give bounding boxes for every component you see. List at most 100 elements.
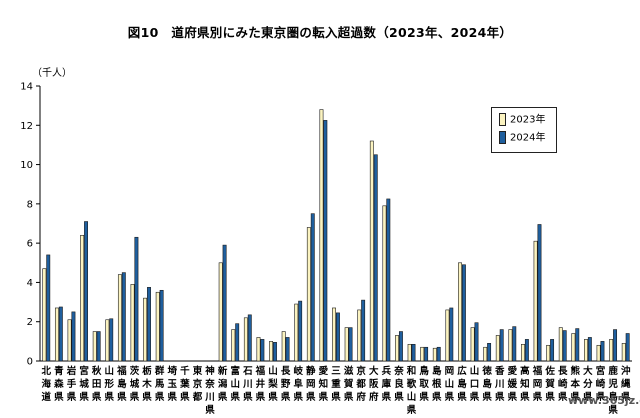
bar-2024 [386, 198, 391, 362]
x-tick-label: 石川県 [242, 366, 253, 403]
legend-swatch-2023 [499, 113, 506, 126]
x-tick-label: 香川県 [494, 365, 505, 403]
x-tick-label: 長野県 [281, 366, 291, 403]
bar-2024 [298, 300, 303, 362]
x-tick-label: 栃木県 [141, 365, 152, 403]
legend-label-2023: 2023年 [510, 114, 546, 126]
legend-item-2024: 2024年 [499, 131, 545, 145]
bar-2023 [218, 262, 223, 362]
x-tick-label: 奈良県 [393, 365, 404, 403]
bar-2023 [281, 331, 286, 362]
x-tick-label: 福井県 [255, 365, 266, 403]
y-tick-label: 2 [27, 317, 33, 328]
bar-2024 [96, 331, 101, 362]
bar-2023 [521, 343, 525, 362]
bar-2023 [67, 319, 72, 362]
bar-2023 [584, 339, 588, 362]
x-tick-label: 富山県 [230, 365, 240, 403]
bar-2023 [269, 341, 274, 362]
x-tick-label: 千葉県 [179, 365, 190, 403]
bar-2023 [571, 333, 576, 362]
bar-2024 [348, 327, 353, 362]
y-tick-label: 0 [27, 357, 33, 368]
bar-2024 [613, 329, 618, 362]
bar-2023 [546, 344, 551, 362]
bar-2023 [357, 309, 362, 362]
bar-2024 [424, 346, 429, 362]
bar-2023 [458, 262, 462, 362]
bar-2023 [143, 297, 148, 362]
bar-2024 [335, 312, 340, 362]
x-tick-label: 鹿児島県 [607, 365, 618, 416]
x-tick-label: 神奈川県 [204, 365, 215, 416]
bar-2024 [575, 328, 580, 362]
bar-2024 [361, 299, 366, 362]
x-tick-label: 山口県 [470, 365, 480, 403]
bar-2024 [524, 339, 529, 362]
bar-2023 [369, 140, 374, 362]
x-tick-label: 京都府 [355, 365, 366, 403]
bar-2024 [222, 244, 227, 362]
y-tick-label: 14 [20, 82, 33, 93]
bar-2023 [105, 319, 110, 362]
x-tick-label: 愛媛県 [507, 365, 518, 403]
bar-2024 [562, 330, 567, 362]
bar-2023 [533, 240, 538, 362]
bar-2023 [420, 346, 425, 362]
bar-2024 [373, 154, 378, 362]
bar-2023 [155, 291, 160, 362]
bar-2024 [323, 120, 328, 362]
x-tick-label: 岩手県 [66, 365, 77, 403]
bar-2023 [80, 234, 85, 362]
x-tick-label: 広島県 [457, 365, 467, 403]
bar-2023 [256, 337, 261, 362]
bar-2024 [587, 337, 592, 362]
x-tick-label: 山梨県 [267, 365, 278, 403]
bar-2023 [609, 339, 614, 362]
x-tick-label: 新潟県 [218, 365, 228, 403]
bar-2023 [344, 327, 349, 362]
bar-2024 [310, 213, 315, 362]
x-tick-label: 宮崎県 [596, 365, 606, 403]
bar-2024 [398, 331, 403, 362]
x-tick-label: 茨城県 [130, 365, 140, 403]
bar-2023 [332, 307, 336, 362]
x-tick-label: 和歌山県 [406, 365, 417, 416]
x-tick-label: 秋田県 [91, 365, 102, 403]
y-axis-unit-label: （千人） [32, 68, 72, 79]
chart-title: 図10 道府県別にみた東京圏の転入超過数（2023年、2024年） [127, 25, 513, 40]
bar-2024 [247, 314, 252, 362]
bar-2024 [109, 318, 114, 362]
bar-2024 [147, 287, 151, 362]
y-tick-label: 10 [20, 160, 33, 171]
y-tick-label: 12 [20, 121, 33, 132]
bar-2024 [550, 339, 555, 362]
bar-2024 [474, 322, 479, 362]
x-tick-label: 愛知県 [318, 365, 329, 403]
legend-swatch-2024 [499, 131, 506, 144]
x-tick-label: 高知県 [519, 365, 530, 403]
bar-2024 [46, 254, 51, 362]
bar-2024 [71, 311, 76, 362]
bar-2023 [558, 327, 563, 362]
x-tick-label: 熊本県 [571, 365, 581, 403]
bar-2023 [495, 335, 500, 362]
y-tick-label: 4 [27, 278, 33, 289]
x-tick-label: 兵庫県 [382, 365, 392, 403]
bar-2023 [407, 343, 412, 362]
bar-2023 [54, 307, 59, 362]
bar-2023 [306, 227, 311, 362]
bar-2023 [395, 335, 399, 362]
x-tick-label: 埼玉県 [168, 365, 178, 403]
bar-2023 [432, 347, 437, 362]
bar-2024 [260, 339, 265, 362]
bar-2024 [499, 329, 504, 362]
bar-2024 [285, 337, 290, 362]
bar-2024 [625, 333, 630, 362]
x-tick-label: 島根県 [432, 365, 442, 403]
x-tick-label: 徳島県 [481, 365, 492, 403]
bar-2023 [445, 309, 450, 362]
bar-2023 [470, 327, 475, 362]
bar-2024 [487, 343, 492, 362]
